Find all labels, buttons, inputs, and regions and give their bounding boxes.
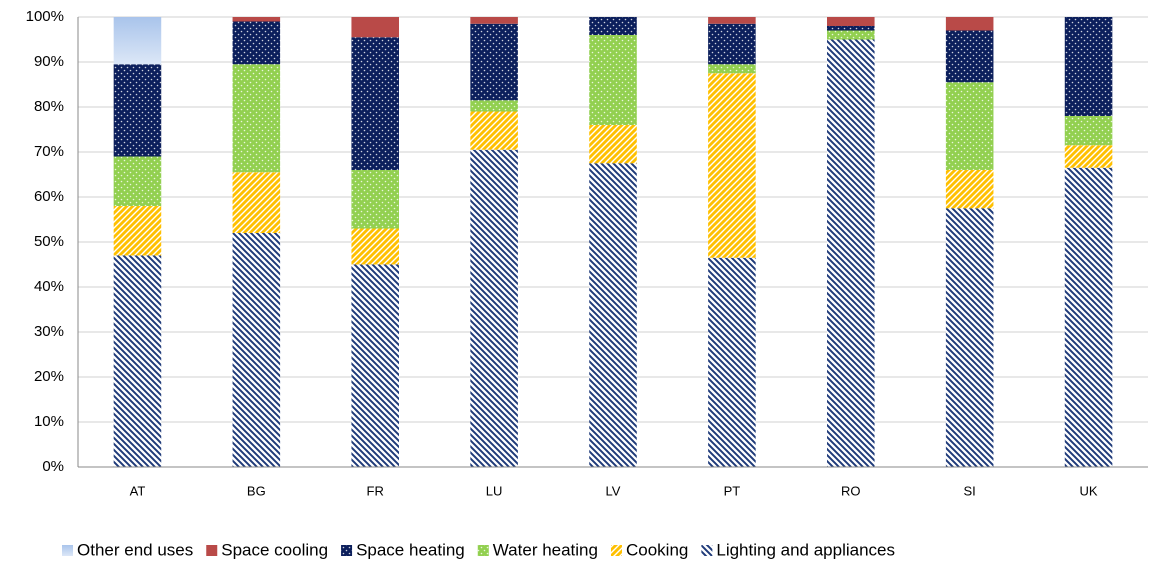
bar-segment [945, 17, 994, 31]
x-tick-label: SI [964, 483, 976, 498]
bar-segment [589, 35, 637, 125]
bar-segment [708, 64, 756, 74]
bar-segment [708, 73, 756, 258]
x-tick-label: LU [486, 483, 503, 498]
legend-swatch [341, 545, 353, 556]
x-tick-label: UK [1080, 483, 1098, 498]
x-tick-label: BG [247, 483, 266, 498]
x-tick-label: RO [841, 483, 861, 498]
legend-swatch [477, 545, 489, 556]
y-tick-label: 60% [34, 188, 64, 205]
bar-segment [827, 17, 875, 26]
bar-segment [113, 17, 162, 65]
x-tick-label: PT [724, 483, 741, 498]
legend-label: Water heating [493, 540, 598, 559]
bar-segment [470, 100, 518, 112]
bar-segment [945, 208, 994, 467]
bar-segment [1064, 116, 1113, 146]
bar-segment [827, 30, 875, 40]
bar-segment [113, 64, 162, 157]
bar-segment [232, 172, 281, 233]
bar-segment [351, 170, 399, 229]
bar-segment [945, 30, 994, 83]
bar-segment [232, 17, 281, 22]
y-tick-label: 40% [34, 278, 64, 295]
legend-swatch [610, 545, 622, 556]
bar-segment [232, 21, 281, 65]
y-tick-label: 90% [34, 53, 64, 70]
bar-segment [351, 228, 399, 265]
bar-segment [827, 26, 875, 31]
bar-segment [113, 156, 162, 206]
legend-swatch [206, 545, 218, 556]
bar-segment [351, 17, 399, 38]
bar-segment [708, 23, 756, 65]
bar-segment [827, 39, 875, 467]
bar-segment [1064, 17, 1113, 116]
bar-segment [1064, 145, 1113, 168]
legend-label: Space cooling [221, 540, 328, 559]
legend-label: Cooking [626, 540, 688, 559]
y-tick-label: 50% [34, 233, 64, 250]
bar-segment [589, 163, 637, 467]
bar-segment [708, 257, 756, 467]
y-tick-label: 30% [34, 323, 64, 340]
y-tick-label: 80% [34, 98, 64, 115]
bar-segment [945, 82, 994, 170]
y-tick-label: 100% [26, 8, 64, 25]
bar-segment [232, 64, 281, 173]
x-tick-label: AT [130, 483, 146, 498]
legend-swatch [701, 545, 713, 556]
bar-segment [708, 17, 756, 24]
bar-segment [113, 255, 162, 467]
y-tick-label: 20% [34, 368, 64, 385]
bar-segment [470, 17, 518, 24]
bar-segment [470, 149, 518, 467]
bar-segment [470, 111, 518, 150]
bar-segment [351, 264, 399, 467]
bar-segment [1064, 167, 1113, 467]
legend-label: Space heating [356, 540, 465, 559]
bar-segment [113, 206, 162, 256]
y-tick-label: 70% [34, 143, 64, 160]
legend-label: Lighting and appliances [716, 540, 895, 559]
bar-segment [589, 17, 637, 35]
bar-segment [232, 233, 281, 467]
legend-label: Other end uses [77, 540, 193, 559]
bar-segment [589, 125, 637, 164]
y-tick-label: 10% [34, 413, 64, 430]
bar-segment [470, 23, 518, 101]
y-tick-label: 0% [42, 458, 64, 475]
bar-segment [351, 37, 399, 170]
legend-swatch [62, 545, 73, 556]
x-tick-label: FR [367, 483, 384, 498]
bar-segment [945, 170, 994, 209]
x-tick-label: LV [606, 483, 621, 498]
